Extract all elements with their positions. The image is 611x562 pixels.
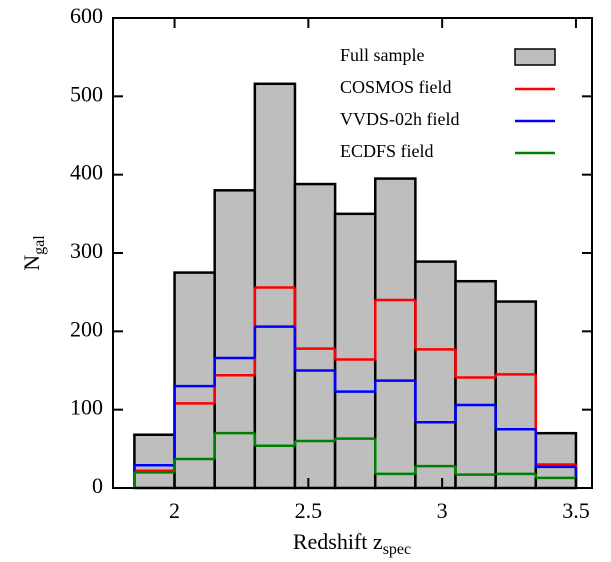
y-tick-label: 0 — [92, 473, 103, 498]
legend-label: ECDFS field — [340, 141, 434, 161]
legend-label: COSMOS field — [340, 77, 452, 97]
x-tick-label: 3.5 — [562, 498, 590, 523]
y-tick-label: 100 — [70, 395, 103, 420]
bar — [293, 182, 337, 490]
bar — [454, 279, 497, 490]
bar — [213, 189, 257, 490]
y-tick-label: 200 — [70, 316, 103, 341]
y-tick-label: 300 — [70, 238, 103, 263]
bar — [133, 433, 176, 490]
x-axis-label: Redshift zspec — [293, 529, 411, 558]
bar — [373, 177, 417, 490]
x-tick-label: 2 — [169, 498, 180, 523]
bar — [494, 300, 538, 490]
y-tick-label: 400 — [70, 160, 103, 185]
bar — [534, 431, 578, 490]
bar — [333, 212, 377, 490]
legend-label: Full sample — [340, 45, 425, 65]
x-label-sub: spec — [383, 541, 411, 558]
bar — [414, 260, 457, 490]
bar — [173, 271, 216, 490]
x-tick-label: 2.5 — [295, 498, 323, 523]
bar — [253, 82, 297, 490]
x-tick-label: 3 — [437, 498, 448, 523]
legend-label: VVDS-02h field — [340, 109, 460, 129]
y-tick-label: 500 — [70, 81, 103, 106]
x-label-main: Redshift z — [293, 529, 383, 554]
legend-swatch — [514, 48, 556, 66]
y-tick-label: 600 — [70, 3, 103, 28]
y-axis-label: Ngal — [19, 235, 48, 271]
y-label-main: N — [19, 255, 44, 271]
y-label-sub: gal — [31, 235, 48, 255]
